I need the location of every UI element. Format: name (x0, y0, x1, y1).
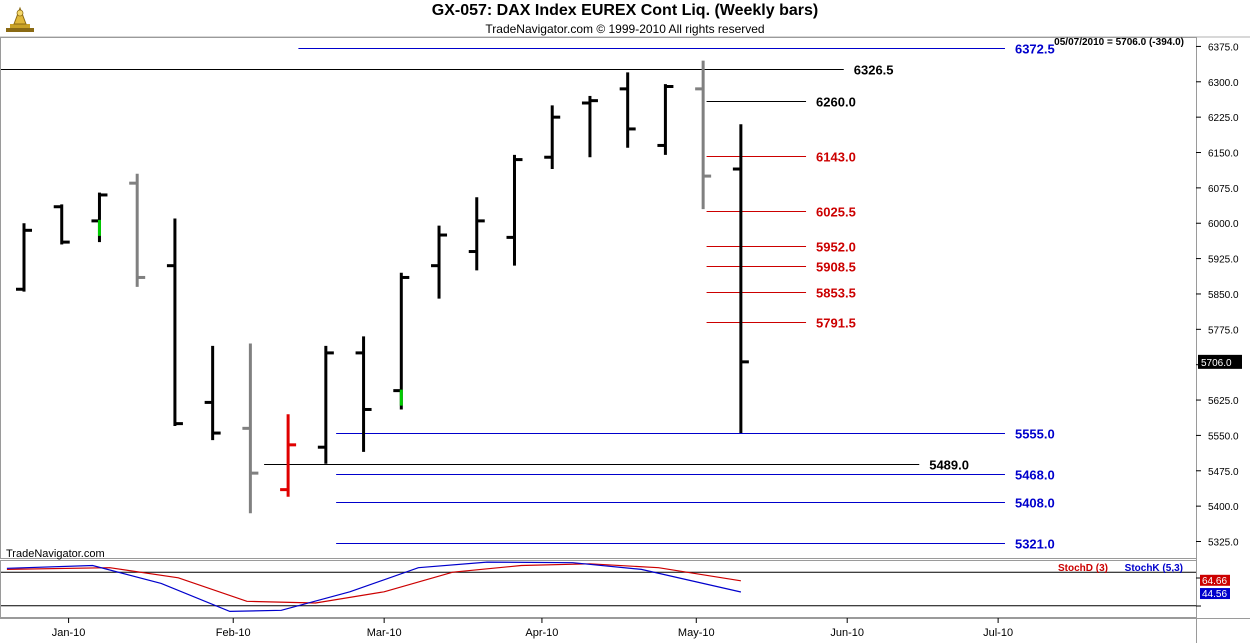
stoch-series-line (6, 561, 742, 613)
ohlc-bar (355, 336, 372, 452)
level-label: 5489.0 (929, 458, 969, 473)
level-label: 5555.0 (1015, 427, 1055, 442)
y-tick-label: 6375.0 (1208, 42, 1239, 53)
level-label: 5908.5 (816, 260, 856, 275)
level-label: 5791.5 (816, 316, 856, 331)
x-axis-label: May-10 (678, 627, 715, 639)
svg-text:5706.0: 5706.0 (1201, 358, 1232, 369)
ohlc-bar (468, 197, 485, 271)
price-info-readout: 05/07/2010 = 5706.0 (-394.0) (1054, 37, 1184, 48)
trade-navigator-logo-icon (4, 4, 36, 34)
watermark-text: TradeNavigator.com (6, 548, 105, 560)
level-label: 6025.5 (816, 205, 856, 220)
ohlc-bar (431, 225, 448, 299)
ohlc-bar (732, 124, 749, 434)
ohlc-bar (16, 223, 32, 292)
stoch-series-line (6, 563, 741, 604)
y-axis-ticks: 6375.0 6300.0 6225.0 6150.0 6075.0 6000.0 5925… (1196, 42, 1239, 607)
ohlc-bar (695, 60, 712, 210)
chart-title: GX-057: DAX Index EUREX Cont Liq. (Weekl… (431, 2, 819, 19)
y-tick-label: 5400.0 (1208, 502, 1239, 513)
x-axis-label: Jul-10 (983, 627, 1013, 639)
ohlc-bar (91, 192, 108, 243)
y-tick-label: 5550.0 (1208, 431, 1239, 442)
ohlc-bar (544, 105, 561, 170)
level-label: 5952.0 (816, 240, 856, 255)
y-tick-label: 5775.0 (1208, 325, 1239, 336)
ohlc-bar (129, 173, 146, 287)
y-tick-label: 5925.0 (1208, 255, 1239, 266)
ohlc-bar (280, 414, 297, 497)
ohlc-bar (204, 345, 221, 441)
ohlc-bar (166, 218, 183, 426)
y-tick-label: 6225.0 (1208, 113, 1239, 124)
level-label: 6143.0 (816, 150, 856, 165)
x-axis-label: Jan-10 (52, 627, 86, 639)
price-levels: 6372.5 6326.5 6260.0 6143.0 6025.5 5952.0 5908… (1, 42, 1055, 552)
stochastic-pane (0, 560, 1197, 618)
level-label: 6260.0 (816, 95, 856, 110)
level-label: 5408.0 (1015, 496, 1055, 511)
ohlc-bar (393, 272, 410, 410)
level-label: 6372.5 (1015, 42, 1055, 57)
x-axis-label: Mar-10 (367, 627, 402, 639)
price-pane (0, 37, 1197, 559)
chart-subtitle: TradeNavigator.com © 1999-2010 All right… (485, 22, 765, 36)
ohlc-bar (506, 154, 523, 266)
ohlc-bar (619, 72, 636, 148)
y-tick-label: 5625.0 (1208, 396, 1239, 407)
stochd-value: 64.66 (1202, 576, 1227, 587)
ohlc-bar (581, 95, 598, 158)
x-axis-label: Apr-10 (525, 627, 558, 639)
level-label: 5321.0 (1015, 537, 1055, 552)
stoch-legend: StochD (3) StochK (5,3) (1058, 563, 1183, 574)
x-axis-labels: Jan-10 Feb-10 Mar-10 Apr-10 May-10 Jun-10 Jul-… (52, 618, 1013, 639)
stochk-value: 44.56 (1202, 589, 1227, 600)
level-label: 5853.5 (816, 286, 856, 301)
y-tick-label: 5325.0 (1208, 537, 1239, 548)
y-tick-label: 6075.0 (1208, 184, 1239, 195)
x-axis-label: Feb-10 (216, 627, 251, 639)
ohlc-bar (657, 84, 674, 155)
level-label: 6326.5 (854, 63, 894, 78)
ohlc-bar (317, 345, 334, 464)
ohlc-bars (16, 60, 749, 514)
y-tick-label: 6150.0 (1208, 149, 1239, 160)
x-axis-label: Jun-10 (830, 627, 864, 639)
legend-stochd: StochD (3) (1058, 563, 1108, 574)
ohlc-bar (242, 343, 259, 514)
y-tick-label: 5475.0 (1208, 467, 1239, 478)
stoch-value-labels: 64.66 44.56 (1200, 574, 1230, 600)
y-tick-label: 5850.0 (1208, 290, 1239, 301)
y-tick-label: 6300.0 (1208, 78, 1239, 89)
level-label: 5468.0 (1015, 468, 1055, 483)
y-tick-label: 6000.0 (1208, 219, 1239, 230)
last-price-box: 5706.0 (1198, 354, 1242, 369)
stochastic-lines (1, 561, 1196, 613)
ohlc-bar (53, 204, 70, 245)
legend-stochk: StochK (5,3) (1125, 563, 1183, 574)
